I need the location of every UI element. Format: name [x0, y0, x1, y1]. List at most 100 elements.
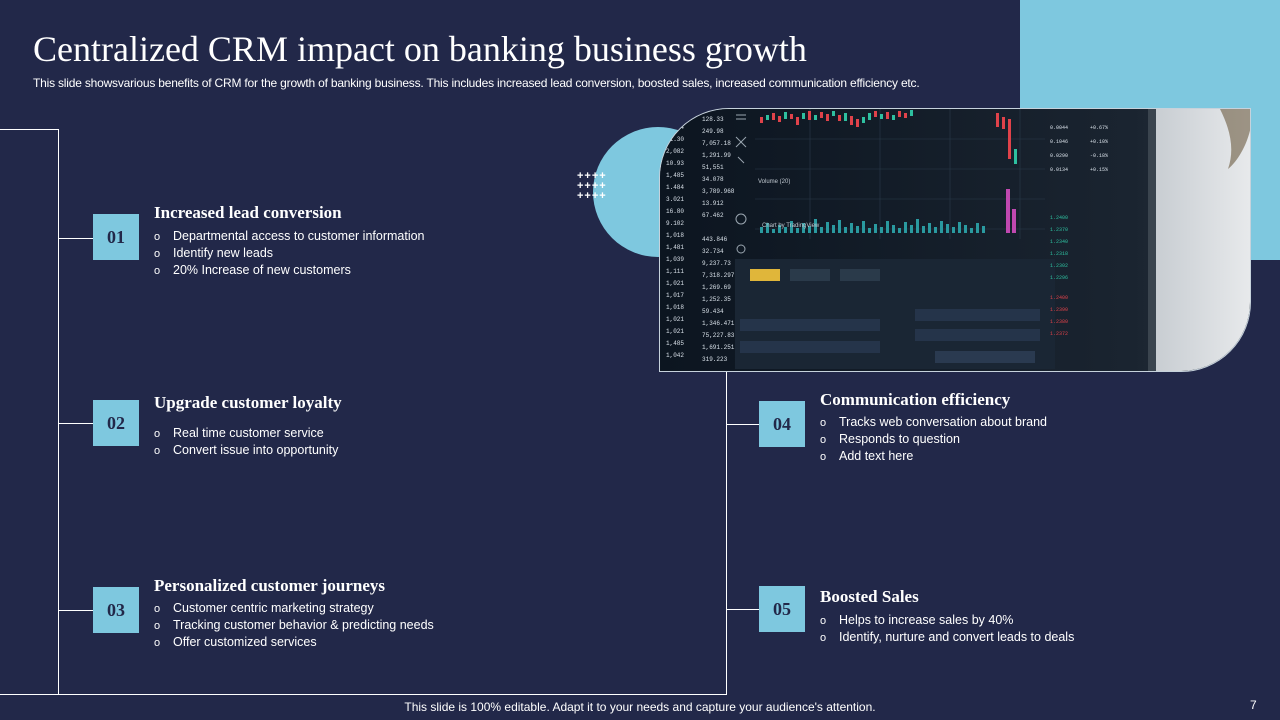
list-item: Offer customized services — [154, 634, 434, 651]
card-title-05: Boosted Sales — [820, 587, 919, 606]
list-item: Departmental access to customer informat… — [154, 228, 425, 245]
svg-text:1,691.251: 1,691.251 — [702, 344, 735, 351]
svg-text:0.0290: 0.0290 — [1050, 153, 1068, 159]
svg-text:249.98: 249.98 — [702, 128, 724, 135]
list-item: Identify new leads — [154, 245, 425, 262]
number-badge-02: 02 — [93, 400, 139, 446]
svg-text:1.2380: 1.2380 — [1050, 319, 1068, 325]
svg-text:0.1046: 0.1046 — [1050, 139, 1068, 145]
list-item: Responds to question — [820, 431, 1047, 448]
connector-05 — [726, 609, 759, 610]
svg-text:59.434: 59.434 — [702, 308, 724, 315]
svg-text:1,485: 1,485 — [666, 172, 684, 179]
svg-text:3,789.968: 3,789.968 — [702, 188, 735, 195]
svg-text:1.2390: 1.2390 — [1050, 307, 1068, 313]
svg-text:91.30: 91.30 — [666, 136, 684, 143]
number-badge-03: 03 — [93, 587, 139, 633]
list-item: Helps to increase sales by 40% — [820, 612, 1074, 629]
svg-text:+0.15%: +0.15% — [1090, 167, 1108, 173]
card-title-04: Communication efficiency — [820, 390, 1011, 409]
svg-text:1,018: 1,018 — [666, 232, 684, 239]
list-item: 20% Increase of new customers — [154, 262, 425, 279]
svg-text:443.846: 443.846 — [702, 236, 728, 243]
svg-text:+0.67%: +0.67% — [1090, 125, 1108, 131]
card-list-03: Customer centric marketing strategy Trac… — [154, 600, 434, 651]
svg-text:7,057.18: 7,057.18 — [702, 140, 731, 147]
svg-text:3.021: 3.021 — [666, 196, 684, 203]
frame-left-bracket — [0, 129, 59, 695]
list-item: Customer centric marketing strategy — [154, 600, 434, 617]
svg-text:Volume (20): Volume (20) — [758, 179, 790, 185]
connector-02 — [59, 423, 93, 424]
number-badge-05: 05 — [759, 586, 805, 632]
svg-text:1,018: 1,018 — [666, 304, 684, 311]
svg-text:1,042: 1,042 — [666, 352, 684, 359]
svg-text:1,252.35: 1,252.35 — [702, 296, 731, 303]
slide-subtitle: This slide showsvarious benefits of CRM … — [33, 76, 920, 90]
card-title-01: Increased lead conversion — [154, 203, 342, 222]
frame-right-line — [726, 372, 727, 695]
svg-text:1.2400: 1.2400 — [1050, 295, 1068, 301]
list-item: Tracking customer behavior & predicting … — [154, 617, 434, 634]
svg-text:2,082: 2,082 — [666, 148, 684, 155]
svg-text:51,551: 51,551 — [702, 164, 724, 171]
svg-text:319.223: 319.223 — [702, 356, 728, 363]
svg-text:16.80: 16.80 — [666, 208, 684, 215]
svg-text:-0.18%: -0.18% — [1090, 153, 1108, 159]
svg-text:1,021: 1,021 — [666, 328, 684, 335]
card-list-04: Tracks web conversation about brand Resp… — [820, 414, 1047, 465]
connector-03 — [59, 610, 93, 611]
svg-text:75,227.83: 75,227.83 — [702, 332, 735, 339]
svg-text:1,291.99: 1,291.99 — [702, 152, 731, 159]
svg-text:1,269.69: 1,269.69 — [702, 284, 731, 291]
svg-text:1.2302: 1.2302 — [1050, 263, 1068, 269]
svg-text:1,481: 1,481 — [666, 244, 684, 251]
svg-text:9,237.73: 9,237.73 — [702, 260, 731, 267]
page-number: 7 — [1250, 698, 1257, 712]
list-item: Real time customer service — [154, 425, 338, 442]
svg-text:1.2340: 1.2340 — [1050, 239, 1068, 245]
card-list-01: Departmental access to customer informat… — [154, 228, 425, 279]
svg-text:1.2296: 1.2296 — [1050, 275, 1068, 281]
svg-text:1,021: 1,021 — [666, 316, 684, 323]
svg-text:Chart by TradingView: Chart by TradingView — [762, 223, 820, 229]
plus-grid-pattern: ++++ ++++ ++++ — [577, 170, 607, 202]
svg-text:32.734: 32.734 — [702, 248, 724, 255]
svg-text:0.0044: 0.0044 — [1050, 125, 1068, 131]
card-title-02: Upgrade customer loyalty — [154, 393, 342, 412]
list-item: Add text here — [820, 448, 1047, 465]
svg-text:34.078: 34.078 — [702, 176, 724, 183]
trading-screen-photo: 17.44 91.30 2,082 10.93 1,485 1.484 3.021 16.… — [659, 108, 1251, 372]
svg-text:+0.10%: +0.10% — [1090, 139, 1108, 145]
svg-text:1,017: 1,017 — [666, 292, 684, 299]
slide-footer: This slide is 100% editable. Adapt it to… — [404, 700, 876, 714]
connector-04 — [726, 424, 759, 425]
svg-text:1.484: 1.484 — [666, 184, 684, 191]
list-item: Identify, nurture and convert leads to d… — [820, 629, 1074, 646]
svg-text:7,318.297: 7,318.297 — [702, 272, 735, 279]
svg-text:1.2372: 1.2372 — [1050, 331, 1068, 337]
svg-text:0.0134: 0.0134 — [1050, 167, 1068, 173]
list-item: Convert issue into opportunity — [154, 442, 338, 459]
svg-text:1,021: 1,021 — [666, 280, 684, 287]
number-badge-04: 04 — [759, 401, 805, 447]
svg-text:9.102: 9.102 — [666, 220, 684, 227]
card-title-03: Personalized customer journeys — [154, 576, 386, 595]
svg-text:1.2400: 1.2400 — [1050, 215, 1068, 221]
svg-text:1.2370: 1.2370 — [1050, 227, 1068, 233]
svg-text:128.33: 128.33 — [702, 116, 724, 123]
svg-text:1,346.471: 1,346.471 — [702, 320, 735, 327]
svg-text:1,039: 1,039 — [666, 256, 684, 263]
svg-text:67.462: 67.462 — [702, 212, 724, 219]
svg-text:1.2318: 1.2318 — [1050, 251, 1068, 257]
svg-text:1,111: 1,111 — [666, 268, 684, 275]
card-list-05: Helps to increase sales by 40% Identify,… — [820, 612, 1074, 646]
frame-bottom-line — [59, 694, 727, 695]
list-item: Tracks web conversation about brand — [820, 414, 1047, 431]
slide-title: Centralized CRM impact on banking busine… — [33, 29, 807, 69]
number-badge-01: 01 — [93, 214, 139, 260]
card-list-02: Real time customer service Convert issue… — [154, 425, 338, 459]
connector-01 — [59, 238, 93, 239]
svg-text:13.912: 13.912 — [702, 200, 724, 207]
